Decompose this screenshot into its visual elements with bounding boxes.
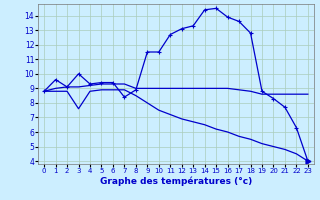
X-axis label: Graphe des températures (°c): Graphe des températures (°c) [100, 177, 252, 186]
